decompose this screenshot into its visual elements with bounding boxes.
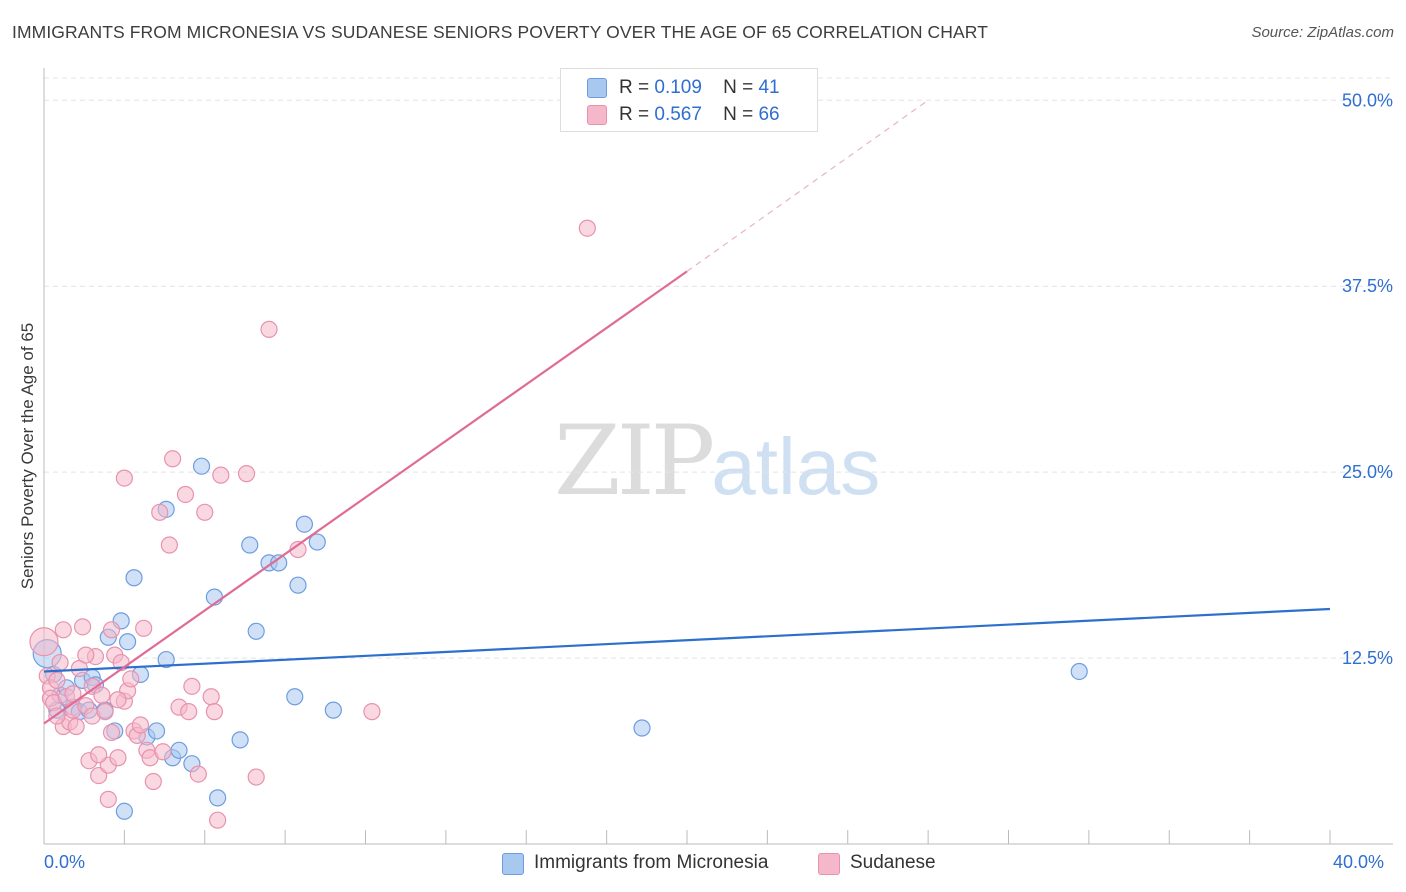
sudanese-point (212, 466, 230, 484)
micronesia-point (1070, 662, 1088, 681)
legend-r-value: 0.567 (654, 104, 702, 125)
micronesia-point (295, 515, 314, 533)
sudanese-point (189, 765, 207, 783)
sudanese-point (67, 717, 85, 736)
sudanese-point (115, 469, 133, 487)
y-axis-label: Seniors Poverty Over the Age of 65 (18, 322, 37, 590)
micronesia-point (192, 457, 211, 475)
sudanese-point (260, 320, 278, 338)
y-tick-label: 25.0% (1342, 462, 1393, 482)
sudanese-point (96, 703, 114, 721)
micronesia-point (247, 622, 265, 640)
sudanese-point (183, 677, 201, 695)
sudanese-point (205, 703, 223, 721)
micronesia-point (324, 701, 342, 719)
legend-swatch-pink (587, 105, 607, 125)
micronesia-point (308, 533, 326, 551)
sudanese-trendline-extension (686, 99, 929, 272)
micronesia-point (286, 688, 304, 706)
sudanese-point (164, 450, 182, 468)
micronesia-point (633, 719, 651, 737)
sudanese-point (93, 686, 111, 704)
x-tick-label-min: 0.0% (44, 852, 86, 872)
legend-r-label: R = (619, 104, 650, 125)
source-credit: Source: ZipAtlas.com (1251, 24, 1394, 41)
sudanese-point (160, 536, 178, 554)
y-tick-label: 12.5% (1342, 648, 1393, 668)
sudanese-point (109, 749, 127, 767)
sudanese-point (209, 811, 227, 829)
micronesia-point (209, 789, 227, 807)
sudanese-point (102, 723, 121, 742)
micronesia-point (147, 722, 166, 740)
y-tick-label: 50.0% (1342, 90, 1393, 110)
micronesia-point (231, 731, 249, 749)
legend-n-label: N = (723, 104, 754, 125)
sudanese-point (247, 768, 265, 786)
micronesia-trendline (43, 607, 1331, 673)
micronesia-point (118, 633, 137, 651)
legend-n-value: 41 (758, 77, 780, 98)
sudanese-point (73, 618, 92, 636)
sudanese-point (180, 703, 198, 721)
sudanese-point (176, 485, 195, 504)
sudanese-point (131, 716, 150, 734)
sudanese-point (237, 465, 256, 483)
sudanese-trendline (43, 270, 688, 725)
sudanese-point (64, 685, 82, 703)
micronesia-point (170, 741, 188, 759)
y-tick-label: 37.5% (1342, 276, 1393, 296)
legend-r-value: 0.109 (654, 77, 702, 98)
series-swatch-pink (818, 853, 840, 875)
x-tick-label-max: 40.0% (1333, 852, 1385, 872)
series-name: Sudanese (850, 852, 936, 873)
sudanese-point (109, 691, 127, 709)
legend-r-label: R = (619, 77, 650, 98)
micronesia-point (125, 569, 143, 587)
sudanese-point (363, 703, 381, 721)
sudanese-point (29, 627, 59, 657)
micronesia-point (289, 576, 307, 594)
correlation-legend: R = 0.109 N = 41 R = 0.567 N = 66 (560, 68, 818, 132)
legend-n-value: 66 (758, 104, 780, 125)
sudanese-point (54, 621, 72, 639)
chart-title: IMMIGRANTS FROM MICRONESIA VS SUDANESE S… (12, 22, 988, 42)
sudanese-point (122, 670, 140, 688)
legend-n-label: N = (723, 77, 754, 98)
sudanese-point (151, 503, 169, 521)
micronesia-point (157, 650, 175, 669)
sudanese-point (48, 671, 66, 689)
sudanese-point (154, 743, 172, 761)
sudanese-point (77, 646, 95, 664)
sudanese-point (102, 621, 121, 639)
watermark: ZIPatlas (554, 405, 880, 517)
series-name: Immigrants from Micronesia (534, 852, 769, 873)
watermark-zip: ZIP (554, 405, 715, 517)
watermark-atlas: atlas (711, 422, 881, 511)
micronesia-point (241, 536, 259, 554)
sudanese-point (135, 619, 153, 637)
sudanese-point (51, 653, 69, 672)
sudanese-point (578, 219, 596, 237)
sudanese-point (202, 688, 220, 706)
legend-swatch-blue (587, 78, 607, 98)
series-swatch-blue (502, 853, 524, 875)
micronesia-point (115, 802, 133, 820)
sudanese-point (144, 772, 162, 791)
sudanese-point (90, 746, 108, 764)
sudanese-point (196, 503, 214, 521)
sudanese-point (99, 790, 117, 808)
